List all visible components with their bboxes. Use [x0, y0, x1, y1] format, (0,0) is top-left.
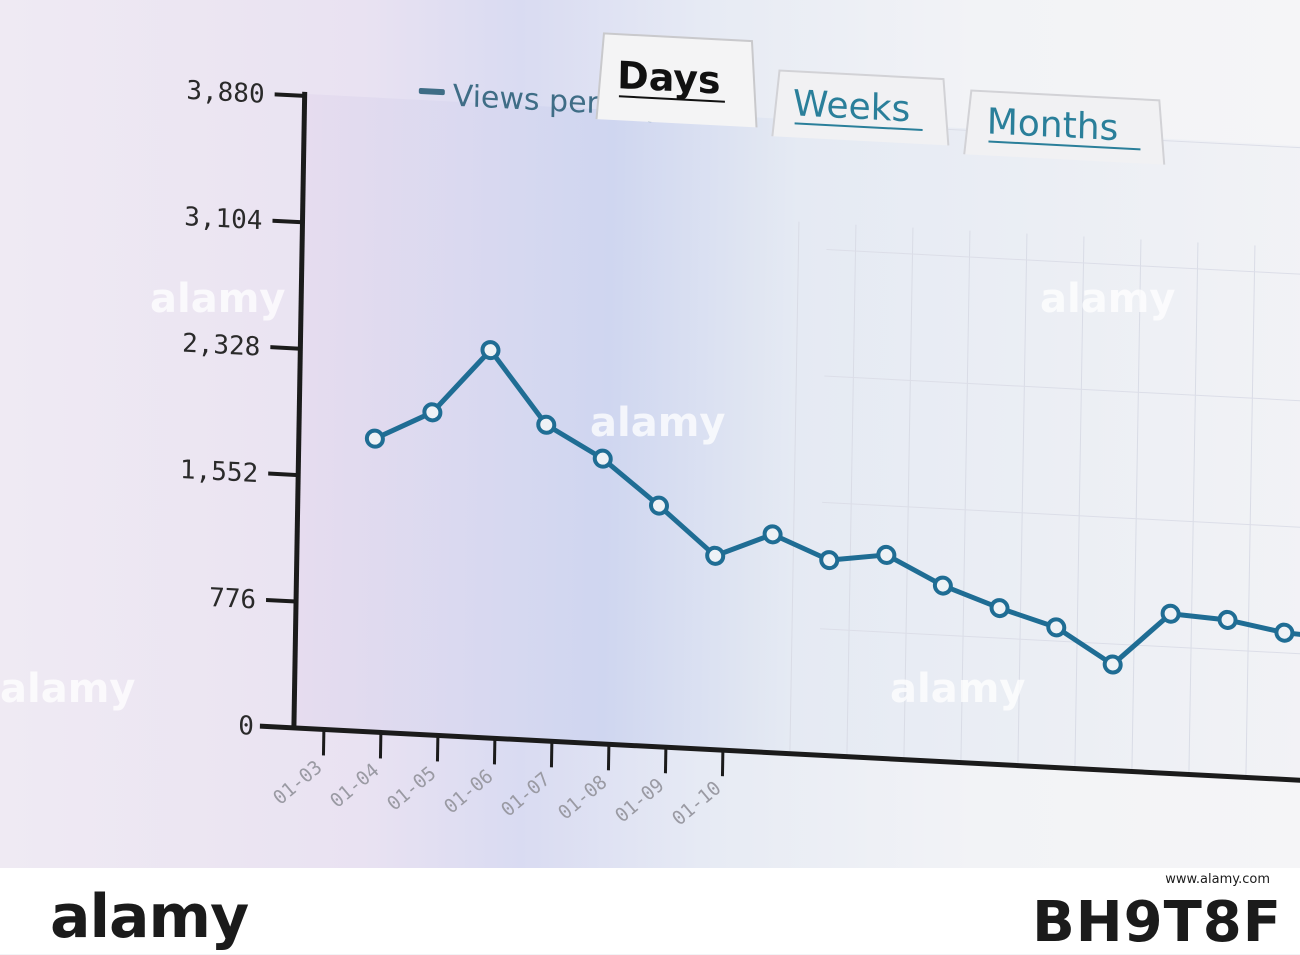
y-tick-mark	[272, 221, 302, 223]
x-tick-label: 01-03	[269, 756, 327, 809]
x-tick-label: 01-10	[668, 777, 726, 830]
watermark-code: BH9T8F	[1032, 890, 1282, 955]
watermark-logo: alamy	[50, 882, 248, 952]
tab-months[interactable]: Months	[964, 90, 1165, 164]
x-tick-label: 01-09	[611, 774, 669, 827]
data-point	[1105, 656, 1121, 673]
y-tick-label: 2,328	[182, 329, 261, 363]
y-tick-mark	[264, 726, 294, 728]
x-tick-label: 01-07	[497, 768, 555, 821]
data-point	[595, 450, 611, 467]
watermark-ghost: alamy	[590, 400, 725, 446]
y-tick-mark	[275, 94, 305, 96]
watermark-ghost: alamy	[0, 666, 135, 712]
x-tick-label: 01-08	[554, 771, 612, 824]
data-point	[1162, 605, 1178, 622]
watermark-ghost: alamy	[1040, 276, 1175, 322]
data-point	[424, 404, 440, 421]
data-point	[935, 577, 951, 594]
data-point	[707, 547, 723, 564]
data-point	[1048, 619, 1064, 636]
tab-days[interactable]: Days	[597, 33, 758, 127]
data-point	[538, 416, 554, 433]
data-point	[1276, 624, 1292, 641]
y-axis-ticks: 0 776 1,552 2,328 3,104 3,880	[175, 76, 304, 744]
data-point	[482, 342, 498, 359]
data-point	[1219, 612, 1235, 629]
data-point	[367, 430, 383, 447]
data-point	[821, 552, 837, 569]
x-tick-label: 01-06	[440, 765, 498, 818]
data-point	[878, 547, 894, 564]
y-tick-label: 0	[238, 711, 254, 742]
plot-area	[294, 94, 1300, 785]
legend-swatch	[419, 88, 445, 95]
watermark-footer: alamy www.alamy.com BH9T8F	[0, 868, 1300, 954]
watermark-url: www.alamy.com	[1165, 872, 1270, 887]
watermark-ghost: alamy	[890, 666, 1025, 712]
y-tick-mark	[268, 474, 298, 476]
y-tick-mark	[266, 600, 296, 602]
watermark-ghost: alamy	[150, 276, 285, 322]
tab-days-label: Days	[617, 53, 721, 102]
y-tick-mark	[270, 347, 300, 349]
x-tick-label: 01-05	[383, 762, 441, 815]
tab-weeks[interactable]: Weeks	[772, 70, 949, 145]
y-tick-label: 776	[209, 583, 256, 615]
y-tick-label: 3,880	[186, 76, 265, 110]
y-tick-label: 3,104	[184, 202, 263, 236]
data-point	[991, 600, 1007, 617]
data-point	[651, 497, 667, 514]
y-tick-label: 1,552	[180, 455, 259, 489]
x-tick-label: 01-04	[326, 759, 384, 812]
data-point	[764, 526, 780, 543]
